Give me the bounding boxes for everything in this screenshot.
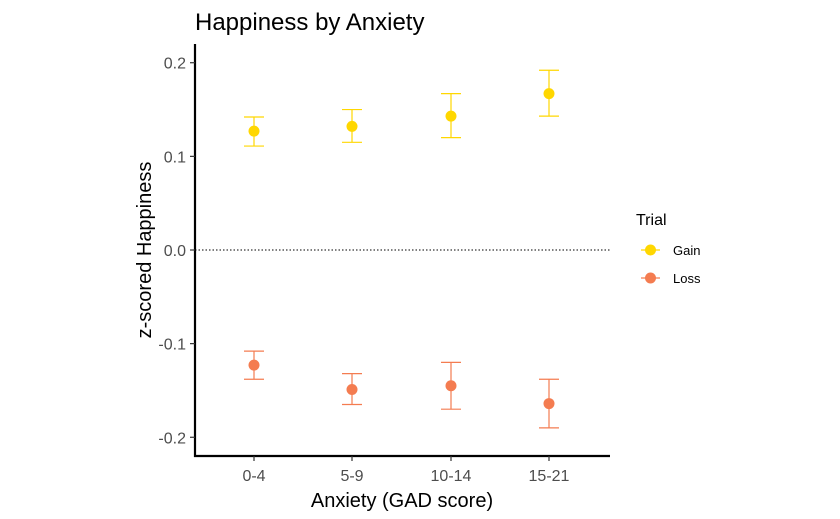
legend-title: Trial [636, 212, 667, 229]
x-tick-label: 5-9 [340, 468, 363, 485]
data-point [543, 398, 555, 410]
legend: Trial Gain Loss [636, 212, 701, 286]
data-point [346, 384, 358, 396]
series-gain [244, 69, 559, 147]
y-tick-label: 0.0 [164, 243, 186, 260]
x-tick-label: 0-4 [242, 468, 265, 485]
data-point [445, 380, 457, 392]
data-point [248, 125, 260, 137]
data-point [543, 88, 555, 100]
legend-key-loss [641, 272, 660, 284]
data-point [346, 120, 358, 132]
legend-label: Gain [673, 243, 700, 258]
plot-area: -0.2 -0.1 0.0 0.1 0.2 0-4 5-9 10-14 15-21 [158, 44, 610, 485]
y-tick-label: -0.2 [158, 430, 186, 447]
y-tick-label: -0.1 [158, 337, 186, 354]
data-point [445, 110, 457, 122]
legend-key-point [645, 244, 656, 256]
legend-key-point [645, 272, 656, 284]
series-loss [244, 350, 559, 429]
data-point [248, 359, 260, 371]
y-axis-title: z-scored Happiness [134, 162, 156, 339]
chart-title: Happiness by Anxiety [195, 9, 424, 36]
y-tick-label: 0.2 [164, 56, 186, 73]
x-tick-label: 10-14 [431, 468, 472, 485]
x-tick-label: 15-21 [529, 468, 570, 485]
legend-label: Loss [673, 271, 701, 286]
x-axis-title: Anxiety (GAD score) [311, 490, 493, 512]
legend-key-gain [641, 244, 660, 256]
y-tick-label: 0.1 [164, 149, 186, 166]
